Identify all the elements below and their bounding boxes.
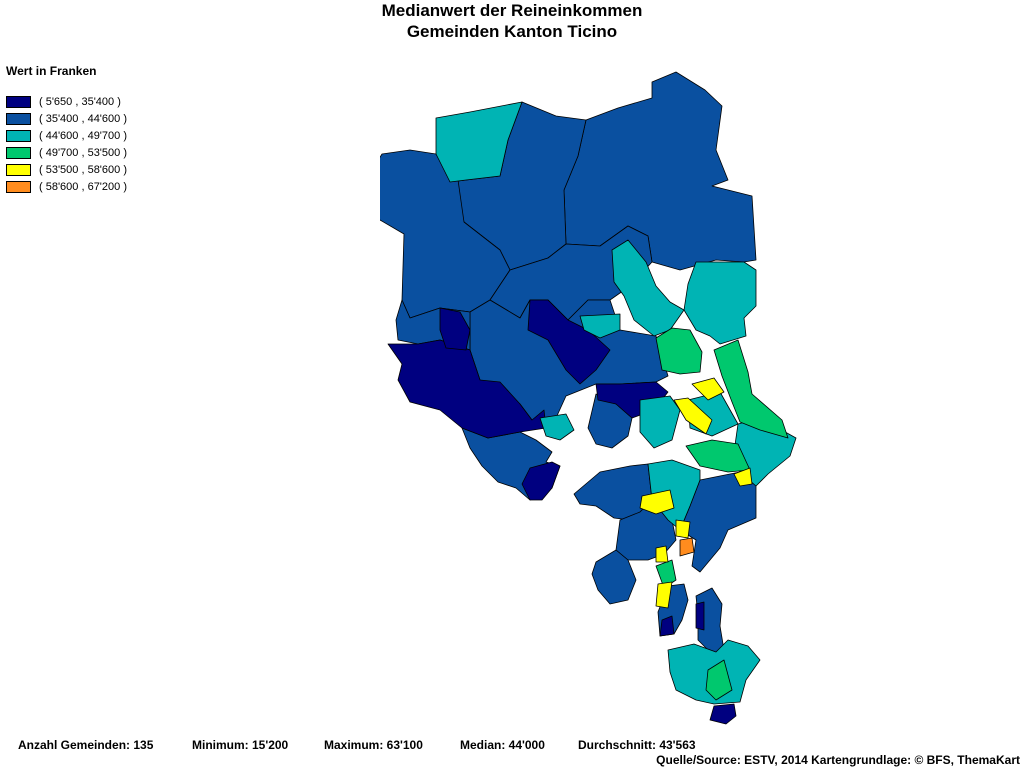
stat-maximum: Maximum: 63'100 — [324, 738, 423, 752]
stat-median: Median: 44'000 — [460, 738, 545, 752]
municipality-region — [733, 467, 753, 487]
legend-item: ( 49'700 , 53'500 ) — [6, 144, 206, 161]
legend-item: ( 35'400 , 44'600 ) — [6, 110, 206, 127]
legend: Wert in Franken ( 5'650 , 35'400 ) ( 35'… — [6, 64, 206, 195]
legend-item: ( 58'600 , 67'200 ) — [6, 178, 206, 195]
source-note: Quelle/Source: ESTV, 2014 Kartengrundlag… — [656, 753, 1020, 767]
municipality-region — [527, 299, 611, 385]
municipality-region — [705, 659, 733, 701]
legend-swatch — [6, 146, 31, 159]
municipality-region — [655, 545, 669, 563]
stat-mean: Durchschnitt: 43'563 — [578, 738, 696, 752]
municipality-region — [591, 549, 637, 605]
legend-label: ( 44'600 , 49'700 ) — [39, 129, 127, 142]
municipality-region — [655, 581, 673, 609]
municipality-region — [435, 101, 523, 183]
map-title-line2: Gemeinden Kanton Ticino — [406, 22, 618, 41]
municipality-region — [691, 377, 725, 401]
map-title-line1: Medianwert der Reineinkommen — [381, 1, 643, 20]
municipality-region — [639, 395, 681, 449]
municipality-region — [611, 239, 685, 337]
legend-swatch — [6, 163, 31, 176]
municipality-region — [709, 703, 737, 725]
legend-swatch — [6, 112, 31, 125]
stat-minimum: Minimum: 15'200 — [192, 738, 289, 752]
legend-label: ( 49'700 , 53'500 ) — [39, 146, 127, 159]
municipality-region — [539, 413, 575, 441]
legend-label: ( 5'650 , 35'400 ) — [39, 95, 121, 108]
municipality-region — [659, 615, 675, 637]
municipality-region — [713, 339, 789, 439]
legend-swatch — [6, 129, 31, 142]
municipality-region — [675, 519, 691, 539]
choropleth-map — [380, 71, 797, 725]
municipality-region — [439, 307, 471, 351]
legend-label: ( 58'600 , 67'200 ) — [39, 180, 127, 193]
legend-swatch — [6, 95, 31, 108]
legend-label: ( 35'400 , 44'600 ) — [39, 112, 127, 125]
municipality-region — [579, 313, 621, 339]
legend-item: ( 53'500 , 58'600 ) — [6, 161, 206, 178]
municipality-region — [673, 397, 713, 435]
municipality-region — [639, 489, 675, 515]
municipality-region — [679, 537, 695, 557]
stat-count: Anzahl Gemeinden: 135 — [18, 738, 154, 752]
municipality-region — [521, 461, 561, 501]
legend-item: ( 44'600 , 49'700 ) — [6, 127, 206, 144]
municipality-region — [683, 261, 757, 345]
municipality-region — [563, 71, 757, 271]
legend-label: ( 53'500 , 58'600 ) — [39, 163, 127, 176]
legend-title: Wert in Franken — [6, 64, 97, 78]
map-title: Medianwert der Reineinkommen Gemeinden K… — [312, 0, 712, 42]
municipality-region — [655, 327, 703, 375]
statistics-bar: Anzahl Gemeinden: 135 Minimum: 15'200 Ma… — [0, 738, 1024, 754]
legend-swatch — [6, 180, 31, 193]
municipality-region — [695, 601, 705, 631]
legend-item: ( 5'650 , 35'400 ) — [6, 93, 206, 110]
